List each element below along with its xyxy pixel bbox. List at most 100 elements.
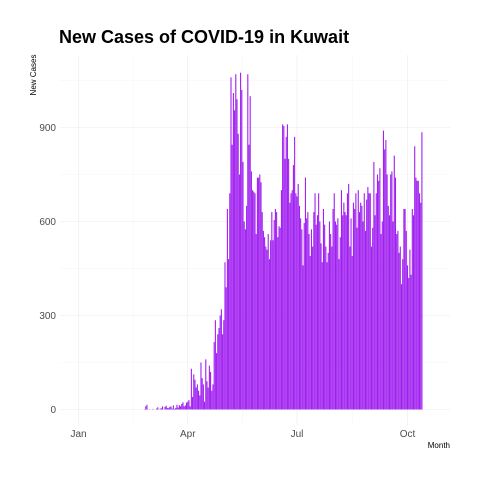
bar: [202, 384, 204, 410]
bar: [342, 215, 344, 410]
x-tick-label: Oct: [400, 429, 416, 440]
bar: [156, 408, 158, 410]
bar: [274, 208, 276, 410]
bar: [214, 320, 216, 410]
bar: [250, 171, 252, 410]
y-tick-label: 300: [39, 311, 56, 322]
bar: [417, 180, 419, 410]
bar: [313, 212, 315, 410]
x-axis-ticks: Jan Apr Jul Oct: [70, 429, 415, 440]
bar: [366, 199, 368, 410]
bar: [258, 177, 260, 410]
bar: [397, 230, 399, 410]
bar: [176, 404, 178, 410]
bar: [363, 193, 365, 410]
bar: [416, 180, 418, 410]
bar: [292, 165, 294, 410]
bar: [280, 190, 282, 410]
x-tick-label: Jan: [70, 429, 86, 440]
bar: [194, 379, 196, 410]
bar: [265, 246, 267, 410]
bar: [213, 342, 215, 410]
bar: [286, 124, 288, 410]
bar: [183, 406, 185, 410]
bar: [324, 224, 326, 410]
bar: [192, 396, 194, 410]
bar: [370, 246, 373, 410]
bar: [207, 387, 209, 410]
bar: [200, 362, 202, 410]
bar: [228, 259, 230, 410]
bar: [199, 395, 201, 410]
bar: [396, 234, 398, 410]
bar: [384, 149, 386, 410]
bar: [361, 205, 363, 410]
bar: [367, 187, 369, 410]
bar: [376, 174, 379, 410]
bar: [210, 371, 212, 410]
bar: [172, 405, 174, 410]
bar: [170, 406, 172, 410]
y-axis-ticks: 0 300 600 900: [39, 123, 56, 416]
bar: [145, 406, 147, 410]
bar: [188, 400, 190, 410]
bar: [285, 136, 287, 410]
bar: [309, 255, 311, 410]
bar: [242, 161, 244, 410]
bar: [186, 402, 188, 410]
bar: [290, 193, 292, 410]
bar: [304, 177, 306, 410]
bar: [310, 229, 312, 410]
chart-title: New Cases of COVID-19 in Kuwait: [59, 27, 349, 47]
bar: [252, 190, 254, 410]
bar: [409, 249, 411, 410]
bar: [164, 406, 166, 410]
bar: [272, 240, 274, 410]
bar: [205, 359, 207, 410]
bar: [182, 402, 184, 410]
bar: [406, 265, 409, 410]
bar: [235, 74, 237, 410]
bar: [414, 146, 416, 410]
bar: [351, 255, 353, 410]
bar: [316, 215, 318, 410]
bar: [360, 202, 362, 410]
bar: [412, 215, 415, 410]
bar: [381, 221, 383, 410]
bar: [411, 208, 413, 410]
bar: [398, 252, 400, 410]
bar: [223, 320, 225, 410]
bar: [364, 230, 367, 410]
bar: [268, 259, 270, 410]
bar: [243, 221, 245, 410]
bar: [259, 174, 261, 410]
bar: [198, 390, 200, 410]
bar: [415, 177, 417, 410]
bar: [208, 365, 210, 410]
bar: [247, 74, 249, 410]
bar: [421, 132, 423, 410]
y-axis-title: New Cases: [29, 55, 38, 96]
bar: [270, 240, 272, 410]
bar: [319, 221, 321, 410]
bar: [169, 406, 171, 410]
bar: [374, 215, 376, 410]
bar: [206, 381, 208, 410]
bar: [220, 309, 222, 410]
bar: [307, 212, 309, 410]
bar: [234, 110, 236, 410]
bar: [189, 406, 191, 410]
bar: [346, 193, 349, 410]
bar: [348, 183, 350, 410]
bar: [277, 237, 279, 410]
bar: [387, 205, 389, 410]
bar: [375, 193, 377, 410]
bar: [178, 405, 180, 410]
bar: [249, 96, 251, 410]
bar: [303, 223, 305, 410]
bar: [369, 193, 371, 410]
bar: [312, 246, 314, 410]
bar: [302, 265, 304, 410]
bar: [217, 334, 219, 410]
